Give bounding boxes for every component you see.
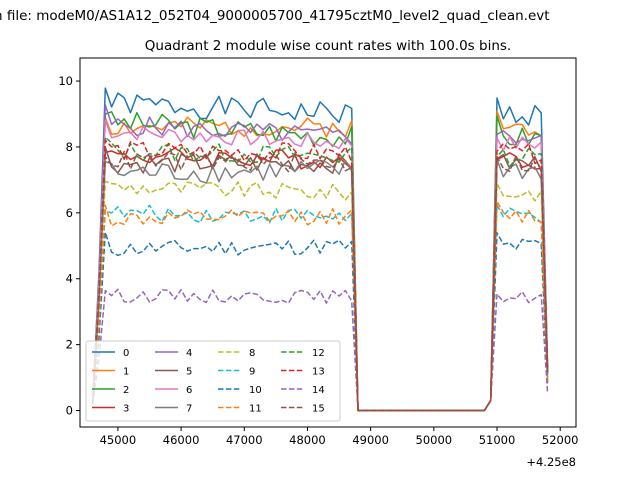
plot-frame — [79, 57, 577, 428]
legend-label: 13 — [312, 367, 325, 378]
legend-label: 15 — [312, 404, 325, 415]
series-line-10 — [91, 231, 549, 412]
x-tick-label: 46000 — [163, 433, 200, 447]
legend-label: 4 — [186, 348, 192, 359]
legend-label: 7 — [186, 404, 192, 415]
legend-label: 1 — [123, 367, 129, 378]
legend-label: 14 — [312, 385, 325, 396]
legend-label: 10 — [249, 385, 262, 396]
legend-label: 0 — [123, 348, 129, 359]
plot-area — [91, 87, 549, 412]
legend-label: 8 — [249, 348, 255, 359]
y-tick-label: 6 — [66, 206, 73, 220]
x-tick-label: 47000 — [226, 433, 263, 447]
x-tick-label: 45000 — [100, 433, 137, 447]
legend-label: 6 — [186, 385, 192, 396]
legend-label: 5 — [186, 367, 192, 378]
x-offset-label: +4.25e8 — [526, 455, 576, 469]
y-tick-label: 10 — [58, 74, 73, 88]
x-tick-label: 48000 — [289, 433, 326, 447]
legend-label: 9 — [249, 367, 255, 378]
legend-label: 2 — [123, 385, 129, 396]
x-tick-label: 52000 — [542, 433, 579, 447]
legend-label: 3 — [123, 404, 129, 415]
y-tick-label: 4 — [66, 272, 73, 286]
y-tick-label: 8 — [66, 140, 73, 154]
axes: 45000 46000 47000 48000 49000 50000 51000 52000… — [58, 74, 578, 447]
x-tick-label: 49000 — [352, 433, 389, 447]
y-tick-label: 2 — [66, 338, 73, 352]
series-line-11 — [91, 200, 549, 412]
legend-label: 12 — [312, 348, 325, 359]
legend-label: 11 — [249, 404, 262, 415]
series-line-15 — [91, 150, 549, 412]
y-tick-label: 0 — [66, 404, 73, 418]
x-tick-label: 51000 — [479, 433, 516, 447]
chart-suptitle: n file: modeM0/AS1A12_052T04_9000005700_… — [0, 8, 550, 24]
x-tick-label: 50000 — [416, 433, 453, 447]
legend-box — [85, 340, 341, 422]
chart-title: Quadrant 2 module wise count rates with … — [145, 38, 511, 54]
